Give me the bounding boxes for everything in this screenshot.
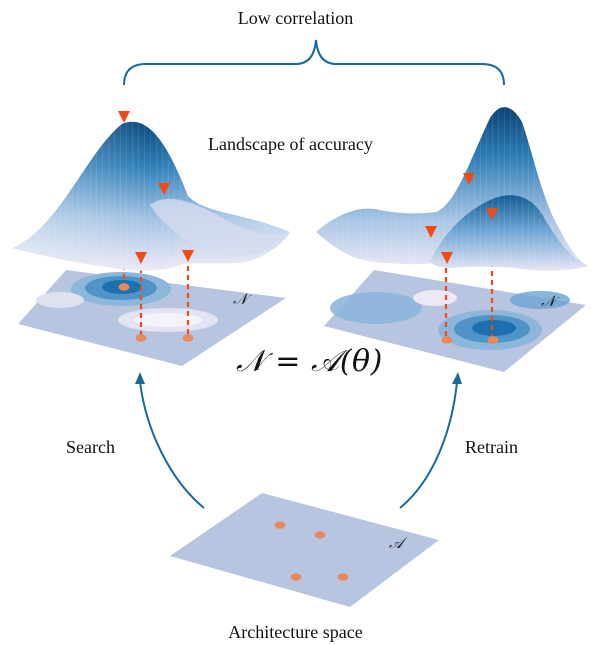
search-arrow-head — [135, 372, 145, 384]
right-dot-1 — [442, 336, 453, 344]
arch-dot-1 — [275, 521, 286, 529]
network-symbol-right: 𝒩 — [541, 292, 555, 310]
retrain-arrow-head — [452, 372, 462, 384]
landscape-label: Landscape of accuracy — [208, 134, 373, 155]
network-symbol-left: 𝒩 — [233, 290, 247, 308]
search-label: Search — [66, 437, 115, 458]
top-brace — [124, 40, 504, 85]
retrain-arrow — [400, 382, 457, 508]
arch-dot-2 — [315, 531, 326, 539]
architecture-space-label: Architecture space — [0, 622, 591, 643]
arch-dot-4 — [338, 573, 349, 581]
retrain-label: Retrain — [465, 437, 518, 458]
left-dot-1 — [119, 283, 130, 291]
search-arrow — [140, 382, 204, 508]
marker-peak-left — [118, 111, 130, 123]
low-correlation-label: Low correlation — [0, 8, 591, 29]
left-dot-2 — [136, 334, 147, 342]
right-dot-2 — [488, 336, 499, 344]
arch-dot-3 — [291, 573, 302, 581]
equation-label: 𝒩 = 𝒜(θ) — [236, 344, 383, 379]
architecture-symbol: 𝒜 — [389, 534, 403, 552]
left-dot-3 — [183, 334, 194, 342]
